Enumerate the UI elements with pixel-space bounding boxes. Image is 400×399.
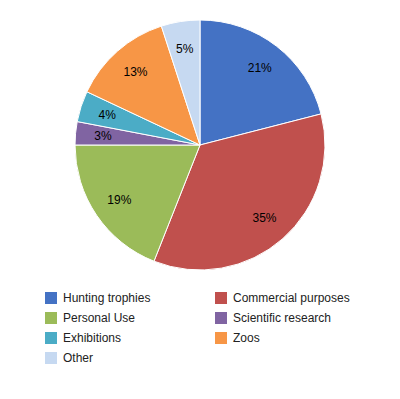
data-labels: 21% 35% 19% 3% 4% 13% 5% — [94, 42, 277, 225]
data-label: 4% — [99, 108, 117, 122]
legend-swatch — [45, 332, 57, 344]
legend-item: Scientific research — [215, 311, 331, 325]
legend: Hunting trophies Commercial purposes Perso… — [45, 291, 350, 365]
legend-label: Zoos — [233, 331, 260, 345]
chart: 21% 35% 19% 3% 4% 13% 5% Hunting trophies Commer… — [0, 0, 400, 399]
data-label: 3% — [94, 129, 112, 143]
legend-item: Zoos — [215, 331, 260, 345]
legend-label: Scientific research — [233, 311, 331, 325]
legend-item: Exhibitions — [45, 331, 121, 345]
legend-item: Commercial purposes — [215, 291, 350, 305]
legend-label: Hunting trophies — [63, 291, 150, 305]
legend-label: Personal Use — [63, 311, 135, 325]
legend-swatch — [215, 332, 227, 344]
data-label: 35% — [252, 211, 276, 225]
legend-label: Exhibitions — [63, 331, 121, 345]
legend-item: Personal Use — [45, 311, 135, 325]
pie-slice — [75, 145, 200, 261]
data-label: 19% — [107, 193, 131, 207]
data-label: 21% — [248, 61, 272, 75]
legend-swatch — [45, 292, 57, 304]
legend-swatch — [45, 352, 57, 364]
pie-slice — [161, 20, 200, 145]
legend-swatch — [215, 312, 227, 324]
legend-item: Other — [45, 351, 93, 365]
legend-label: Commercial purposes — [233, 291, 350, 305]
legend-swatch — [215, 292, 227, 304]
data-label: 13% — [124, 65, 148, 79]
legend-label: Other — [63, 351, 93, 365]
legend-swatch — [45, 312, 57, 324]
page: {"chart_data": {"type": "pie", "categori… — [0, 0, 400, 399]
legend-item: Hunting trophies — [45, 291, 150, 305]
pie — [75, 20, 325, 270]
data-label: 5% — [176, 42, 194, 56]
